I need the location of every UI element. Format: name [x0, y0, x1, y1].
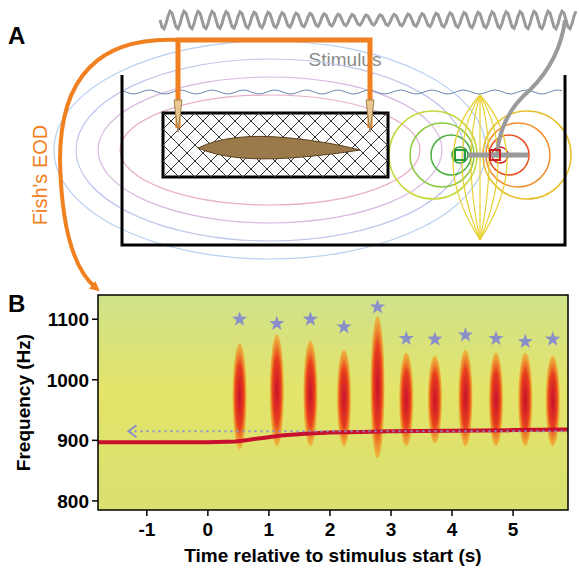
- reference-arrow: [129, 430, 569, 432]
- x-tick: [390, 510, 392, 516]
- x-tick-label: 3: [386, 519, 397, 540]
- field-line: [98, 77, 442, 223]
- y-axis-title: Frequency (Hz): [13, 334, 34, 471]
- x-tick: [329, 510, 331, 516]
- cage-mesh: [339, 113, 388, 162]
- chirp-star: [370, 299, 385, 314]
- x-tick: [512, 510, 514, 516]
- cage-mesh: [371, 160, 388, 177]
- dipole-field: [410, 123, 474, 187]
- recording-electrode: [174, 100, 182, 132]
- panel-a: AStimulusFish's EOD: [8, 11, 576, 288]
- plot-frame: [98, 295, 568, 510]
- chirp-star: [399, 331, 414, 346]
- dipole-field: [480, 95, 507, 240]
- eod-arrow: [60, 40, 178, 288]
- x-axis-title: Time relative to stimulus start (s): [184, 545, 481, 566]
- cage-mesh: [387, 113, 388, 114]
- plot-area: [98, 299, 568, 458]
- y-tick-label: 1100: [48, 309, 89, 330]
- electrode-pole: [455, 150, 465, 160]
- fish: [198, 136, 360, 159]
- chirp-star: [518, 334, 533, 349]
- field-line: [54, 41, 486, 259]
- chirp-star: [303, 311, 318, 326]
- cage-mesh: [355, 144, 388, 177]
- water-surface: [122, 90, 562, 94]
- chirp: [489, 353, 503, 447]
- y-tick-label: 800: [57, 491, 89, 512]
- y-tick: [92, 318, 98, 320]
- chirp-star: [488, 331, 503, 346]
- cage-mesh: [371, 113, 388, 130]
- chirp-star: [545, 331, 560, 346]
- recording-electrode: [366, 100, 374, 132]
- x-tick-label: 2: [325, 519, 336, 540]
- x-tick-label: 4: [447, 519, 458, 540]
- y-tick: [92, 500, 98, 502]
- dipole-field: [452, 147, 468, 163]
- chirp-star: [336, 319, 351, 334]
- dipole-field: [431, 135, 471, 175]
- panel-letter: A: [8, 22, 25, 49]
- field-line: [76, 59, 464, 241]
- x-tick: [451, 510, 453, 516]
- x-tick-label: 5: [508, 519, 519, 540]
- tank: [122, 75, 565, 245]
- chirp: [546, 356, 560, 447]
- x-tick: [146, 510, 148, 516]
- cage-frame: [163, 113, 388, 177]
- arrow-head: [129, 425, 137, 437]
- eod-frequency: [98, 430, 568, 443]
- dipole-field: [471, 95, 480, 240]
- chirp: [270, 334, 284, 446]
- electrode-pole: [490, 150, 500, 160]
- field-line: [120, 95, 420, 205]
- x-tick: [207, 510, 209, 516]
- stimulus-wave: [160, 11, 576, 29]
- cage: [163, 113, 388, 177]
- chirp-star: [269, 316, 284, 330]
- recording-wire: [178, 40, 370, 128]
- chirp: [371, 316, 385, 458]
- dipole-field: [453, 95, 480, 240]
- y-tick-label: 900: [57, 430, 89, 451]
- dipole-field: [462, 95, 480, 240]
- x-tick-label: 1: [264, 519, 275, 540]
- chirp-star: [427, 331, 442, 346]
- chirp: [518, 353, 532, 447]
- panel-letter: B: [8, 290, 25, 317]
- figure: AStimulusFish's EODB -1 0 1 2 3 4 5 800 900 1000 11…: [0, 0, 579, 576]
- stimulus-wire: [497, 20, 565, 155]
- plot-background: [98, 295, 568, 510]
- dipole-field: [479, 95, 480, 240]
- y-tick: [92, 379, 98, 381]
- cage-mesh: [387, 176, 388, 177]
- stimulus-electrode: [468, 153, 528, 158]
- eod-label: Fish's EOD: [29, 125, 51, 226]
- x-tick-label: -1: [138, 519, 155, 540]
- x-tick: [268, 510, 270, 516]
- chirp-star: [458, 327, 473, 341]
- y-tick: [92, 440, 98, 442]
- chirp: [233, 343, 247, 449]
- panel-b: B -1 0 1 2 3 4 5 800 900 1000 1100 Time relative to …: [8, 290, 568, 566]
- x-tick-label: 0: [203, 519, 214, 540]
- y-tick-label: 1000: [47, 370, 89, 391]
- chirp-star: [232, 311, 247, 326]
